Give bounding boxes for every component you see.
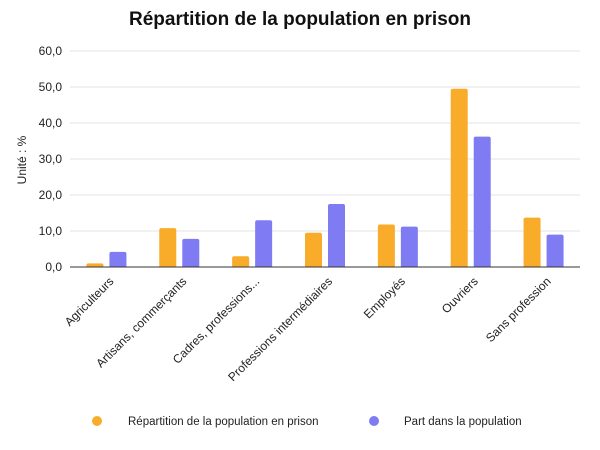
bar-1-2	[159, 228, 177, 267]
x-tick-label: Ouvriers	[439, 274, 481, 316]
legend-label-1: Répartition de la population en prison	[128, 416, 319, 428]
bar-1-3	[232, 256, 250, 267]
bars	[86, 88, 564, 267]
bar-1-6	[450, 88, 468, 267]
legend-marker-2	[369, 416, 379, 426]
x-tick-label: Agriculteurs	[62, 274, 117, 329]
bar-1-7	[523, 217, 541, 267]
bar-2-6	[473, 136, 491, 267]
bar-2-1	[109, 251, 127, 267]
y-tick-label: 30,0	[39, 152, 63, 166]
bar-2-4	[328, 204, 345, 267]
bar-1-4	[305, 232, 322, 267]
y-tick-label: 60,0	[39, 44, 63, 58]
bar-1-5	[377, 224, 395, 267]
legend-marker-1	[92, 416, 102, 426]
y-axis-ticks: 0,0 10,0 20,0 30,0 40,0 50,0 60,0	[39, 44, 63, 274]
bar-2-7	[546, 234, 564, 267]
bar-2-2	[182, 238, 200, 267]
bar-2-3	[255, 220, 273, 267]
chart-title: Répartition de la population en prison	[129, 9, 471, 30]
y-tick-label: 50,0	[39, 80, 63, 94]
legend-label-2: Part dans la population	[404, 416, 522, 428]
y-tick-label: 40,0	[39, 116, 63, 130]
bar-2-5	[400, 226, 418, 267]
bar-1-1	[86, 263, 104, 267]
x-tick-label: Employés	[361, 274, 408, 321]
y-tick-label: 0,0	[45, 260, 62, 274]
y-tick-label: 20,0	[39, 188, 63, 202]
x-tick-label: Sans profession	[483, 274, 554, 345]
y-axis-label: Unité : %	[15, 135, 29, 184]
legend: Répartition de la population en prison Pa…	[92, 416, 522, 428]
grid-lines	[70, 50, 580, 232]
y-tick-label: 10,0	[39, 224, 63, 238]
